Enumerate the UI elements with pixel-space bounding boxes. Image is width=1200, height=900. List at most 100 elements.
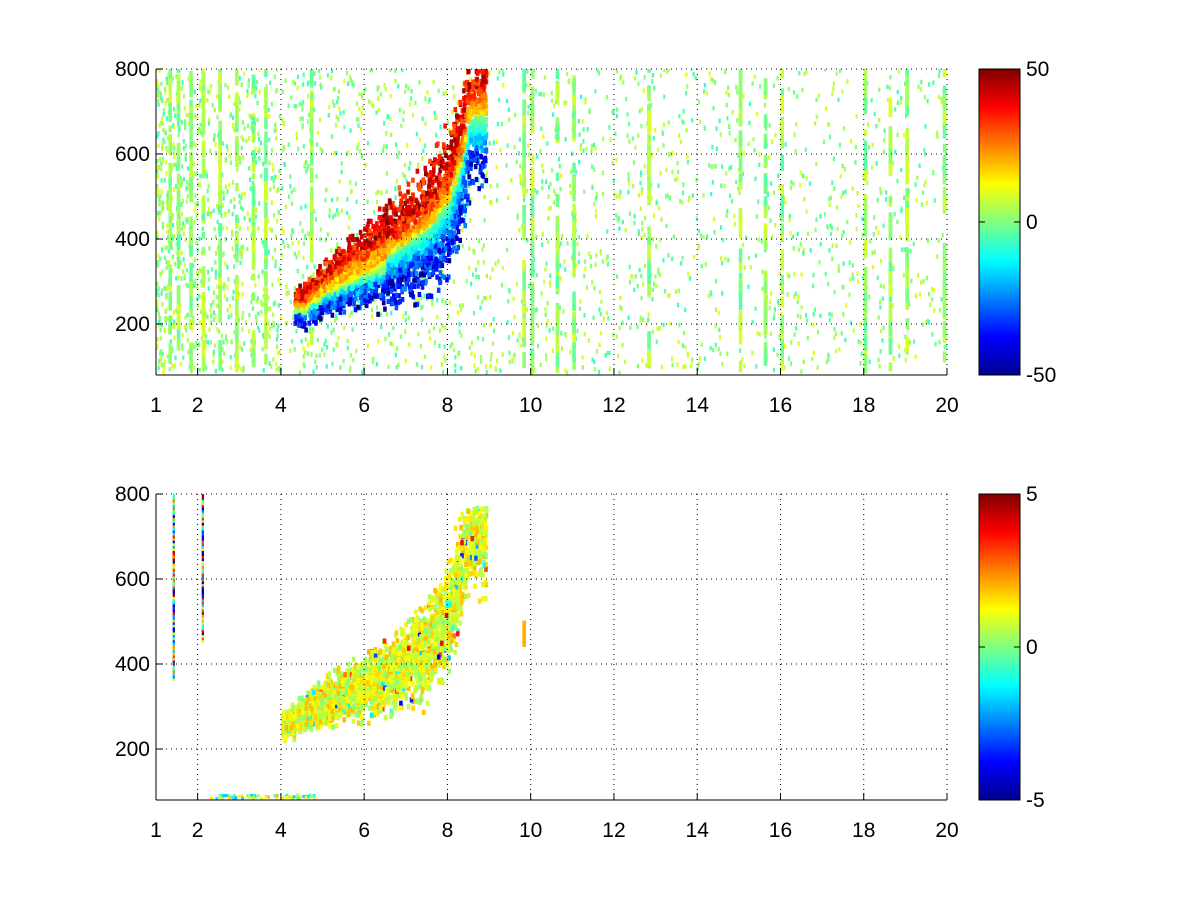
heatmap-cell <box>655 244 658 249</box>
heatmap-cell <box>357 123 360 128</box>
heatmap-cell <box>630 274 633 279</box>
heatmap-cell <box>240 254 243 260</box>
heatmap-cell <box>577 259 580 265</box>
heatmap-cell <box>476 366 480 372</box>
heatmap-cell <box>600 299 603 304</box>
heatmap-cell <box>387 114 390 119</box>
heatmap-cell <box>711 78 715 83</box>
heatmap-cell <box>824 271 827 277</box>
heatmap-cell <box>454 363 457 368</box>
heatmap-cell <box>838 142 841 148</box>
heatmap-cell <box>280 226 283 232</box>
heatmap-cell <box>383 121 386 126</box>
heatmap-cell <box>699 233 703 238</box>
heatmap-cell <box>161 159 165 164</box>
heatmap-cell <box>713 230 716 235</box>
heatmap-cell <box>643 263 646 269</box>
heatmap-cell <box>786 272 789 277</box>
heatmap-cell <box>522 115 526 125</box>
heatmap-cell <box>210 84 213 89</box>
heatmap-cell <box>188 121 191 127</box>
heatmap-cell <box>655 201 658 206</box>
heatmap-cell <box>555 284 560 292</box>
heatmap-cell <box>647 331 651 350</box>
heatmap-cell <box>435 132 438 138</box>
heatmap-cell <box>628 121 631 127</box>
heatmap-cell <box>640 295 643 301</box>
heatmap-cell <box>530 154 535 165</box>
heatmap-cell <box>512 296 515 302</box>
heatmap-cell <box>888 362 893 372</box>
heatmap-cell <box>156 83 159 88</box>
plot-area <box>156 69 947 375</box>
heatmap-cell <box>172 254 175 259</box>
heatmap-cell <box>427 191 432 197</box>
heatmap-cell <box>201 108 206 126</box>
heatmap-cell <box>293 104 296 109</box>
heatmap-cell <box>555 259 560 272</box>
heatmap-cell <box>348 313 351 319</box>
heatmap-cell <box>786 292 789 297</box>
heatmap-cell <box>511 359 514 364</box>
heatmap-cell <box>678 322 681 328</box>
heatmap-cell <box>875 161 878 166</box>
heatmap-cell <box>197 342 200 347</box>
heatmap-cell <box>637 193 641 198</box>
heatmap-cell <box>863 335 868 351</box>
heatmap-cell <box>218 129 222 140</box>
heatmap-cell <box>506 143 509 148</box>
heatmap-cell <box>481 336 485 342</box>
heatmap-cell <box>203 250 206 256</box>
heatmap-cell <box>208 118 211 123</box>
heatmap-cell <box>306 167 309 172</box>
heatmap-cell <box>546 141 549 146</box>
heatmap-cell <box>304 337 307 342</box>
heatmap-cell <box>881 338 884 343</box>
heatmap-cell <box>258 328 261 333</box>
heatmap-cell <box>221 172 224 178</box>
heatmap-cell <box>209 308 212 313</box>
heatmap-cell <box>208 246 211 251</box>
heatmap-cell <box>218 340 222 357</box>
heatmap-cell <box>304 204 307 209</box>
heatmap-cell <box>905 207 909 227</box>
heatmap-cell <box>569 190 572 195</box>
heatmap-cell <box>193 207 196 212</box>
heatmap-cell <box>349 77 352 83</box>
heatmap-cell <box>518 228 521 233</box>
heatmap-cell <box>684 307 687 312</box>
heatmap-cell <box>180 202 183 207</box>
heatmap-cell <box>264 302 268 316</box>
heatmap-cell <box>515 159 518 165</box>
heatmap-cell <box>189 160 193 176</box>
heatmap-cell <box>216 303 219 308</box>
heatmap-cell <box>380 190 383 196</box>
heatmap-cell <box>175 162 178 168</box>
heatmap-cell <box>936 254 939 259</box>
heatmap-cell <box>301 107 304 112</box>
heatmap-cell <box>888 213 893 232</box>
heatmap-cell <box>632 160 636 165</box>
heatmap-cell <box>371 359 374 364</box>
heatmap-cell <box>530 167 535 187</box>
heatmap-cell <box>185 112 188 118</box>
heatmap-cell <box>607 316 610 321</box>
heatmap-cell <box>324 197 327 203</box>
heatmap-cell <box>812 283 815 289</box>
heatmap-cell <box>319 237 322 242</box>
heatmap-cell <box>534 308 537 313</box>
heatmap-cell <box>738 112 743 124</box>
heatmap-cell <box>726 208 729 214</box>
heatmap-cell <box>657 267 660 272</box>
heatmap-cell <box>241 207 244 212</box>
heatmap-cell <box>888 271 893 281</box>
heatmap-cell <box>175 74 178 79</box>
heatmap-cell <box>224 184 227 189</box>
heatmap-cell <box>687 197 690 203</box>
heatmap-cell <box>485 295 488 301</box>
heatmap-cell <box>540 291 543 296</box>
heatmap-cell <box>296 74 300 80</box>
heatmap-cell <box>159 95 163 101</box>
heatmap-cell <box>529 103 532 109</box>
heatmap-cell <box>702 234 705 240</box>
